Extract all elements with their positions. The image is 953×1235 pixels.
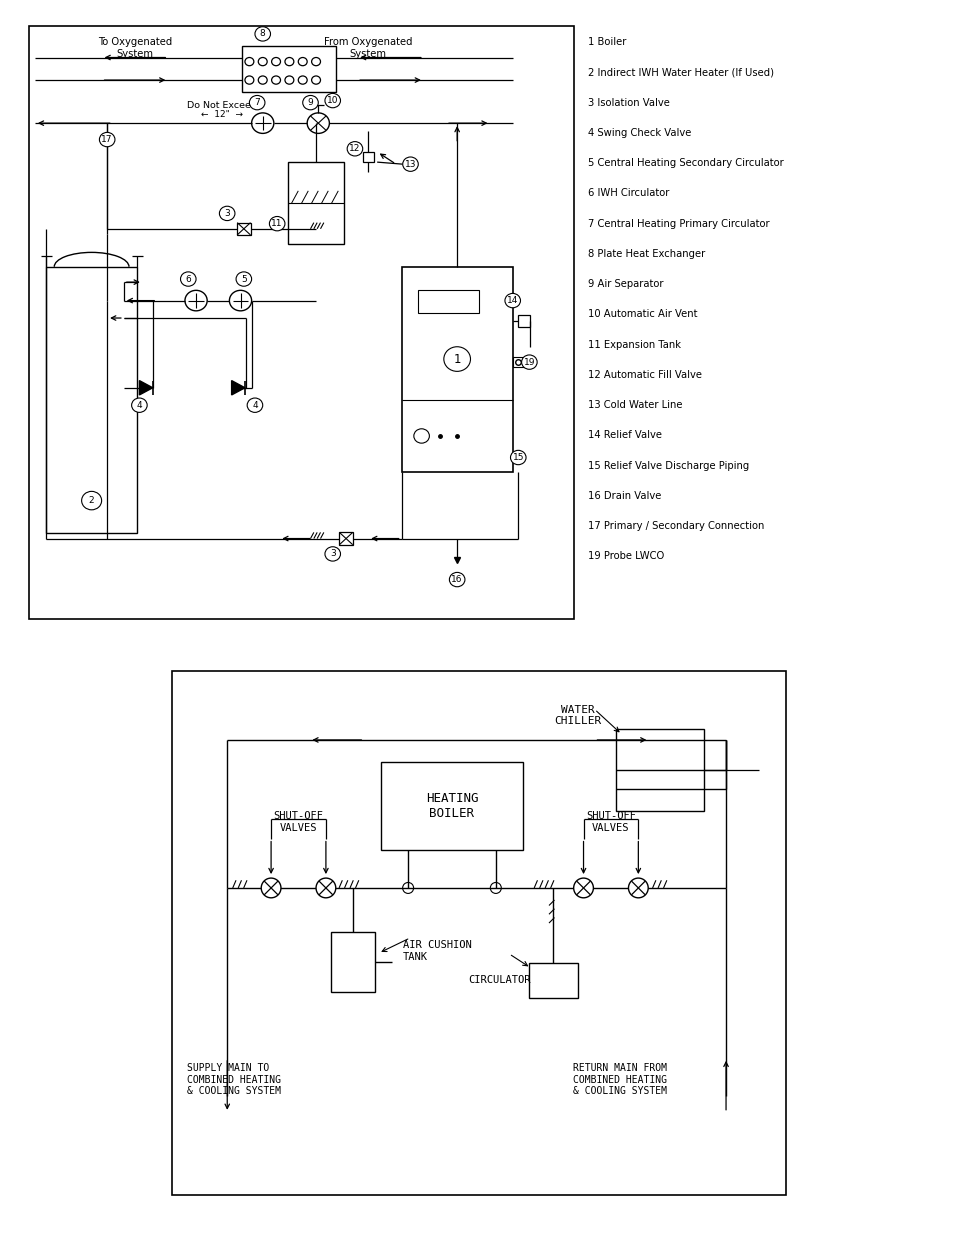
Circle shape [132,398,147,412]
Text: 15 Relief Valve Discharge Piping: 15 Relief Valve Discharge Piping [588,461,749,471]
Text: 10: 10 [327,96,338,105]
Circle shape [443,347,470,372]
Circle shape [261,878,281,898]
Circle shape [628,878,647,898]
Text: 12 Automatic Fill Valve: 12 Automatic Fill Valve [588,369,701,380]
Text: 4 Swing Check Valve: 4 Swing Check Valve [588,127,691,138]
Text: 2: 2 [89,496,94,505]
Circle shape [449,572,464,587]
Bar [30,26,573,619]
Text: 6 IWH Circulator: 6 IWH Circulator [588,188,669,199]
Bar [401,267,512,472]
Text: 3: 3 [224,209,230,217]
Circle shape [521,354,537,369]
Text: 9 Air Separator: 9 Air Separator [588,279,663,289]
Circle shape [269,216,285,231]
Circle shape [504,294,520,308]
Text: 1 Boiler: 1 Boiler [588,37,626,47]
Bar [331,931,375,992]
Text: 19 Probe LWCO: 19 Probe LWCO [588,551,664,562]
Text: 6: 6 [185,274,191,284]
Bar [46,267,137,534]
Bar [362,152,374,162]
Text: 7: 7 [254,98,260,107]
Text: 4: 4 [252,400,257,410]
Text: From Oxygenated
System: From Oxygenated System [324,37,412,58]
Circle shape [247,398,262,412]
Bar [288,162,343,245]
Circle shape [82,492,102,510]
Circle shape [573,878,593,898]
Text: 1: 1 [453,352,460,366]
Bar [616,729,703,811]
Text: 7 Central Heating Primary Circulator: 7 Central Heating Primary Circulator [588,219,769,228]
Text: SHUT-OFF
VALVES: SHUT-OFF VALVES [274,811,323,832]
Text: 13: 13 [404,159,416,169]
Circle shape [315,878,335,898]
Bar [380,762,522,850]
Text: 8: 8 [259,30,265,38]
Text: 16 Drain Valve: 16 Drain Valve [588,490,661,501]
Circle shape [219,206,234,221]
Text: 17 Primary / Secondary Connection: 17 Primary / Secondary Connection [588,521,764,531]
Circle shape [235,272,252,287]
Text: SHUT-OFF
VALVES: SHUT-OFF VALVES [585,811,636,832]
Text: 17: 17 [101,135,112,144]
Text: SUPPLY MAIN TO
COMBINED HEATING
& COOLING SYSTEM: SUPPLY MAIN TO COMBINED HEATING & COOLIN… [187,1063,280,1097]
Circle shape [510,451,525,464]
Text: Do Not Exceed: Do Not Exceed [187,100,256,110]
Circle shape [325,547,340,561]
Text: 11 Expansion Tank: 11 Expansion Tank [588,340,680,350]
Text: 9: 9 [307,98,313,107]
Text: 19: 19 [523,358,535,367]
Text: HEATING
BOILER: HEATING BOILER [425,792,477,820]
Polygon shape [139,380,152,395]
Text: AIR CUSHION
TANK: AIR CUSHION TANK [402,940,471,962]
Text: 3: 3 [330,550,335,558]
Text: RETURN MAIN FROM
COMBINED HEATING
& COOLING SYSTEM: RETURN MAIN FROM COMBINED HEATING & COOL… [572,1063,666,1097]
Circle shape [347,142,362,156]
Text: 8 Plate Heat Exchanger: 8 Plate Heat Exchanger [588,248,705,259]
Text: 2 Indirect IWH Water Heater (If Used): 2 Indirect IWH Water Heater (If Used) [588,67,774,78]
Text: 14 Relief Valve: 14 Relief Valve [588,430,661,441]
Circle shape [99,132,114,147]
Text: 13 Cold Water Line: 13 Cold Water Line [588,400,682,410]
Text: 12: 12 [349,144,360,153]
Text: 5 Central Heating Secondary Circulator: 5 Central Heating Secondary Circulator [588,158,783,168]
Bar [241,46,335,93]
Bar [512,357,523,367]
Circle shape [325,94,340,107]
Bar [528,962,578,998]
Text: 11: 11 [272,219,283,228]
Text: 16: 16 [451,576,462,584]
Circle shape [254,27,271,41]
Bar [417,290,478,312]
Circle shape [302,95,318,110]
Text: ←  12"  →: ← 12" → [200,110,242,119]
Bar [237,222,251,235]
Text: To Oxygenated
System: To Oxygenated System [98,37,172,58]
Text: 4: 4 [136,400,142,410]
Bar [339,532,353,545]
Text: 3 Isolation Valve: 3 Isolation Valve [588,98,669,107]
Text: WATER
CHILLER: WATER CHILLER [554,705,601,726]
Text: CIRCULATOR: CIRCULATOR [468,976,531,986]
Text: 10 Automatic Air Vent: 10 Automatic Air Vent [588,309,697,320]
Text: 14: 14 [506,296,517,305]
Circle shape [180,272,196,287]
Circle shape [249,95,265,110]
Polygon shape [232,380,245,395]
Circle shape [402,157,417,172]
Text: 15: 15 [512,453,523,462]
Bar [517,315,530,327]
Text: 5: 5 [241,274,247,284]
